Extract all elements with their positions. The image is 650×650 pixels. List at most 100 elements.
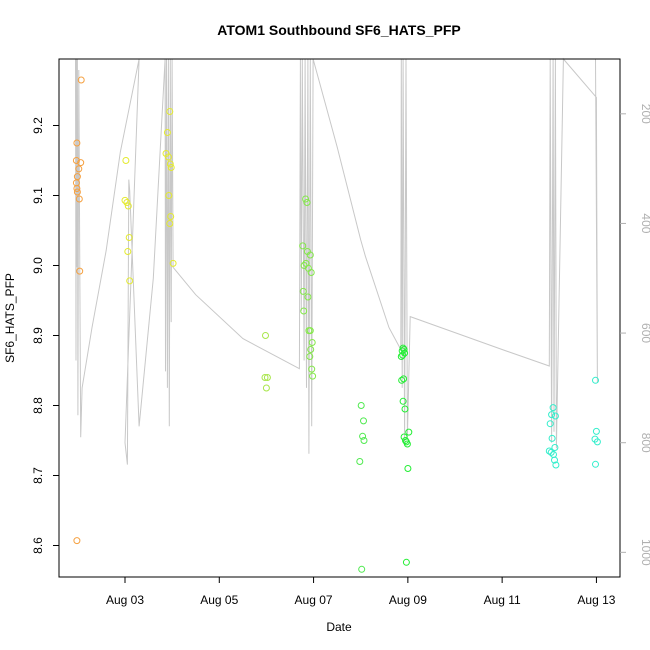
data-point-70 <box>402 437 409 444</box>
y-tick-label-1: 8.7 <box>31 467 45 484</box>
data-point-65 <box>398 376 406 384</box>
data-point-87 <box>592 427 600 435</box>
data-points <box>72 76 601 573</box>
data-point-20 <box>163 129 171 136</box>
right-axis: 200 400 600 800 1000 <box>620 104 650 566</box>
data-point-49 <box>306 353 314 360</box>
x-axis: Aug 03 Aug 05 Aug 07 Aug 09 Aug 11 Aug 13 <box>106 577 616 607</box>
data-point-72 <box>403 440 411 448</box>
data-point-46 <box>306 327 314 335</box>
data-point-0 <box>73 139 81 147</box>
data-point-16 <box>125 234 133 241</box>
data-point-81 <box>545 447 553 455</box>
data-point-3 <box>75 165 83 173</box>
right-tick-label-1: 400 <box>639 213 650 233</box>
data-point-51 <box>309 372 317 380</box>
data-point-73 <box>404 465 412 472</box>
y-tick-label-5: 9.1 <box>31 187 45 204</box>
data-point-74 <box>402 558 410 566</box>
data-point-77 <box>551 412 559 420</box>
right-tick-label-3: 800 <box>639 433 650 453</box>
data-point-79 <box>548 434 556 442</box>
data-point-75 <box>549 404 557 412</box>
y-tick-label-6: 9.2 <box>31 117 45 134</box>
x-tick-label-5: Aug 13 <box>577 593 615 607</box>
data-point-17 <box>124 248 132 255</box>
data-point-48 <box>307 346 315 353</box>
data-point-41 <box>307 269 315 276</box>
altitude-track <box>75 57 598 465</box>
data-point-90 <box>592 460 599 468</box>
data-point-66 <box>399 397 407 405</box>
data-point-68 <box>405 428 413 436</box>
data-point-26 <box>167 213 175 220</box>
y-axis-label: SF6_HATS_PFP <box>3 273 17 363</box>
data-point-64 <box>400 375 408 383</box>
y-axis: 8.6 8.7 8.8 8.9 9.0 9.1 9.2 <box>31 117 59 554</box>
data-point-18 <box>126 277 134 285</box>
data-point-30 <box>261 374 269 381</box>
data-point-34 <box>302 195 310 203</box>
data-point-29 <box>262 332 269 339</box>
chart-title: ATOM1 Southbound SF6_HATS_PFP <box>217 22 460 38</box>
data-point-25 <box>165 192 173 199</box>
data-point-31 <box>263 374 271 381</box>
y-tick-label-4: 9.0 <box>31 257 45 274</box>
data-point-7 <box>73 188 81 196</box>
data-point-86 <box>592 376 599 384</box>
x-tick-label-2: Aug 07 <box>295 593 333 607</box>
data-point-10 <box>76 267 84 275</box>
data-point-76 <box>548 411 556 419</box>
y-tick-label-0: 8.6 <box>31 537 45 554</box>
data-point-24 <box>167 164 175 171</box>
data-point-82 <box>547 448 555 456</box>
data-point-32 <box>262 384 270 392</box>
x-tick-label-1: Aug 05 <box>200 593 238 607</box>
data-point-63 <box>401 349 409 357</box>
data-point-78 <box>546 420 554 428</box>
data-point-9 <box>77 76 85 84</box>
data-point-62 <box>399 351 407 359</box>
data-point-85 <box>552 461 560 469</box>
data-point-53 <box>360 417 367 425</box>
data-point-56 <box>356 458 364 465</box>
data-point-14 <box>123 199 131 206</box>
data-point-27 <box>166 220 174 227</box>
data-point-21 <box>162 150 170 157</box>
altitude-track-line <box>75 57 598 465</box>
data-point-12 <box>122 157 130 164</box>
data-point-84 <box>551 456 558 464</box>
data-point-15 <box>124 202 132 210</box>
data-point-67 <box>401 405 409 413</box>
right-tick-label-4: 1000 <box>639 539 650 566</box>
data-point-52 <box>357 402 365 409</box>
data-point-43 <box>304 293 312 301</box>
data-point-22 <box>164 153 172 161</box>
x-tick-label-4: Aug 11 <box>484 593 521 607</box>
data-point-8 <box>75 195 83 203</box>
data-point-28 <box>169 259 177 267</box>
data-point-11 <box>73 537 81 545</box>
data-point-80 <box>551 444 559 451</box>
data-point-37 <box>306 251 314 259</box>
data-point-13 <box>121 196 129 204</box>
data-point-2 <box>77 159 85 167</box>
data-point-44 <box>300 307 308 315</box>
data-point-35 <box>303 199 311 206</box>
data-point-1 <box>72 157 80 164</box>
right-tick-label-0: 200 <box>639 104 650 124</box>
data-point-61 <box>397 353 405 360</box>
data-point-54 <box>359 432 367 440</box>
data-point-55 <box>360 437 368 444</box>
data-point-33 <box>299 242 307 250</box>
x-tick-label-3: Aug 09 <box>389 593 427 607</box>
data-point-6 <box>73 185 81 192</box>
y-tick-label-2: 8.8 <box>31 397 45 414</box>
data-point-47 <box>308 339 316 346</box>
data-point-23 <box>166 160 174 168</box>
data-point-57 <box>358 565 366 573</box>
data-point-19 <box>166 108 174 115</box>
data-point-89 <box>593 438 601 446</box>
data-point-50 <box>308 365 316 373</box>
right-tick-label-2: 600 <box>639 323 650 343</box>
